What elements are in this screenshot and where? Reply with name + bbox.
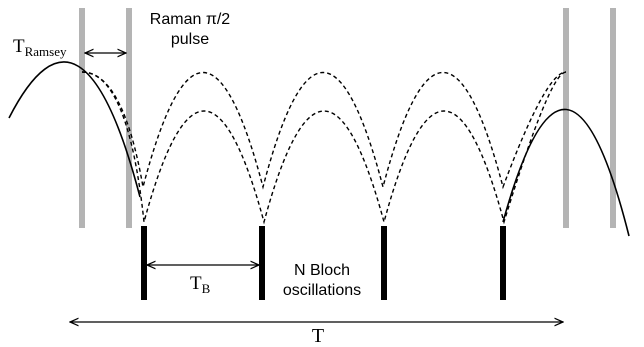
t-total-label: T [312,325,324,347]
t-b-label: TB [190,273,211,296]
raman-label-line2: pulse [171,31,209,48]
bloch-pulse-1 [141,226,147,300]
t-ramsey-subscript: Ramsey [25,44,67,59]
bloch-pulse-3 [381,226,387,300]
dashed-trajectory-upper [81,71,567,190]
bloch-label-line1: N Bloch [294,262,350,279]
t-b-subscript: B [202,281,211,296]
t-ramsey-label: TRamsey [13,36,67,59]
bloch-pulse-2 [259,226,265,300]
bloch-label-line2: oscillations [283,282,361,299]
solid-trajectory-right [502,108,630,237]
raman-pulse-2 [126,8,132,228]
raman-pulse-3 [563,8,569,228]
raman-pulse-4 [610,8,616,228]
dashed-trajectory-lower [81,71,567,225]
solid-trajectory-left [8,61,141,198]
raman-label-line1: Raman π/2 [150,11,231,28]
bloch-pulse-4 [500,226,506,300]
raman-pulse-1 [79,8,85,228]
